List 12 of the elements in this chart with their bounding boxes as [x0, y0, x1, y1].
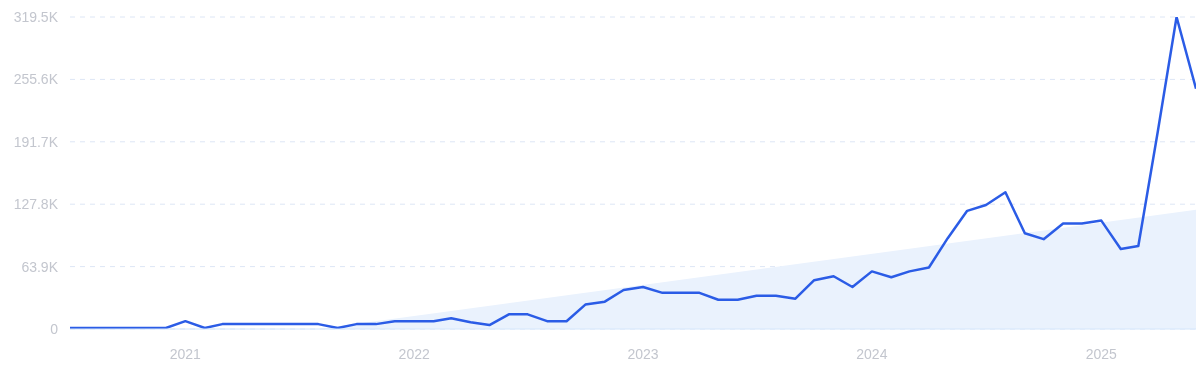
y-tick-label: 127.8K — [13, 196, 59, 213]
x-tick-label: 2021 — [169, 345, 202, 362]
y-tick-label: 0 — [50, 320, 59, 337]
x-tick-label: 2022 — [398, 345, 430, 362]
line-series — [70, 17, 1196, 329]
y-tick-label: 319.5K — [13, 8, 59, 25]
x-tick-label: 2023 — [627, 345, 659, 362]
x-tick-label: 2025 — [1085, 345, 1118, 362]
y-tick-label: 255.6K — [13, 71, 59, 88]
x-tick-label: 2024 — [856, 345, 888, 362]
y-tick-label: 63.9K — [21, 258, 59, 275]
y-tick-label: 191.7K — [13, 133, 59, 150]
